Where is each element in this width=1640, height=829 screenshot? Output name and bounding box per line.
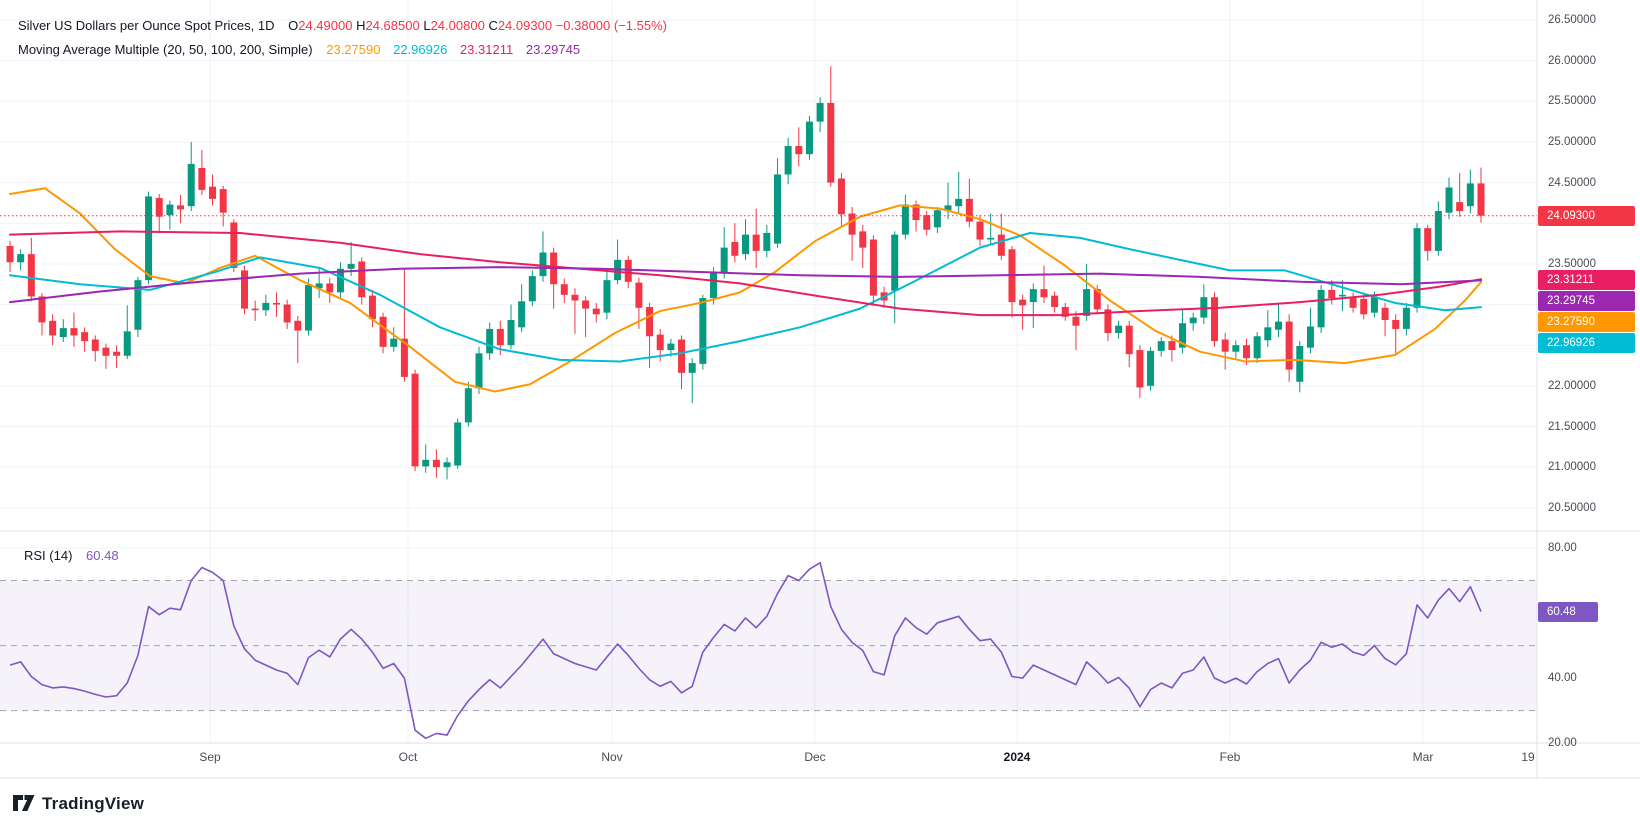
time-tick-2024: 2024: [1003, 750, 1031, 764]
ma20-line: [9, 187, 1482, 393]
symbol-title: Silver US Dollars per Ounce Spot Prices,…: [18, 18, 275, 33]
ma100-value: 23.31211: [459, 42, 514, 57]
ohlc-close: C24.09300: [488, 18, 553, 33]
main-legend: Silver US Dollars per Ounce Spot Prices,…: [18, 14, 667, 62]
brand-name: TradingView: [42, 794, 145, 813]
tradingview-attribution[interactable]: TradingView: [12, 793, 144, 815]
indicator-title: Moving Average Multiple (20, 50, 100, 20…: [18, 42, 313, 57]
ma200-line: [9, 266, 1482, 304]
rsi-value-badge: 60.48: [1538, 601, 1598, 622]
price-axis-label: 21.00000: [1548, 461, 1596, 474]
chart-canvas[interactable]: [0, 0, 1640, 790]
ohlc-low: L24.00800: [423, 18, 485, 33]
ma50-badge: 22.96926: [1538, 333, 1635, 353]
ohlc-high: H24.68500: [356, 18, 420, 33]
price-axis-label: 20.50000: [1548, 501, 1596, 514]
last-price-badge: 24.09300: [1538, 205, 1635, 226]
change-value: −0.38000 (−1.55%): [555, 18, 667, 33]
rsi-indicator-title: RSI (14): [24, 548, 73, 563]
price-axis-label: 25.50000: [1548, 95, 1596, 108]
ma100-line: [9, 230, 1482, 317]
ma200-badge: 23.29745: [1538, 291, 1635, 311]
rsi-value: 60.48: [86, 548, 119, 563]
ma50-value: 22.96926: [393, 42, 448, 57]
ma50-line: [9, 232, 1482, 363]
ma100-badge: 23.31211: [1538, 270, 1635, 290]
rsi-axis-label: 40.00: [1548, 672, 1577, 685]
rsi-axis-label: 80.00: [1548, 542, 1577, 554]
price-axis-label: 26.00000: [1548, 54, 1596, 67]
time-tick-Sep: Sep: [199, 750, 221, 764]
price-axis-label: 26.50000: [1548, 14, 1596, 26]
rsi-line: [9, 561, 1482, 740]
candlestick-series: [6, 66, 1485, 480]
time-tick-19: 19: [1521, 750, 1535, 764]
price-axis-label: 23.50000: [1548, 257, 1596, 270]
ma20-value: 23.27590: [326, 42, 381, 57]
ohlc-open: O24.49000: [288, 18, 353, 33]
time-tick-Dec: Dec: [804, 750, 826, 764]
time-tick-Feb: Feb: [1219, 750, 1241, 764]
rsi-axis-label: 20.00: [1548, 737, 1577, 750]
rsi-legend-row[interactable]: RSI (14) 60.48: [24, 548, 119, 563]
ma200-value: 23.29745: [525, 42, 581, 57]
symbol-legend-row[interactable]: Silver US Dollars per Ounce Spot Prices,…: [18, 14, 667, 38]
ma-legend-row[interactable]: Moving Average Multiple (20, 50, 100, 20…: [18, 38, 667, 62]
price-axis-label: 22.00000: [1548, 379, 1596, 392]
time-gridlines: [209, 0, 1424, 743]
price-gridlines: [0, 19, 1537, 509]
tradingview-logo-icon: [13, 795, 35, 811]
price-axis-label: 25.00000: [1548, 135, 1596, 148]
price-axis-label: 21.50000: [1548, 420, 1596, 433]
time-tick-Oct: Oct: [398, 750, 418, 764]
time-tick-Nov: Nov: [601, 750, 623, 764]
ma20-badge: 23.27590: [1538, 312, 1635, 332]
rsi-pane-background: [0, 547, 1537, 744]
price-axis-label: 24.50000: [1548, 176, 1596, 189]
time-tick-Mar: Mar: [1412, 750, 1434, 764]
